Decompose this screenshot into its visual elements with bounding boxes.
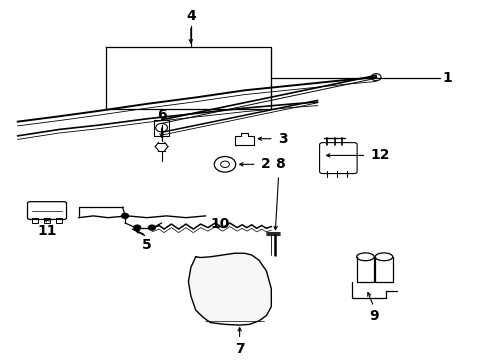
Text: 10: 10	[210, 217, 229, 231]
Text: 1: 1	[441, 71, 451, 85]
Text: 3: 3	[277, 132, 286, 146]
Text: 12: 12	[369, 148, 389, 162]
Polygon shape	[188, 253, 271, 325]
Text: 11: 11	[37, 224, 57, 238]
Text: 6: 6	[157, 108, 166, 122]
Text: 9: 9	[368, 309, 378, 323]
Circle shape	[122, 213, 128, 219]
Bar	[56, 218, 62, 222]
Circle shape	[148, 225, 155, 230]
Text: 5: 5	[142, 238, 152, 252]
Circle shape	[134, 225, 141, 230]
Text: 8: 8	[274, 157, 284, 171]
Text: 7: 7	[234, 342, 244, 356]
Text: 2: 2	[260, 157, 270, 171]
Text: 4: 4	[185, 9, 195, 23]
Bar	[44, 218, 50, 222]
Bar	[32, 218, 38, 222]
